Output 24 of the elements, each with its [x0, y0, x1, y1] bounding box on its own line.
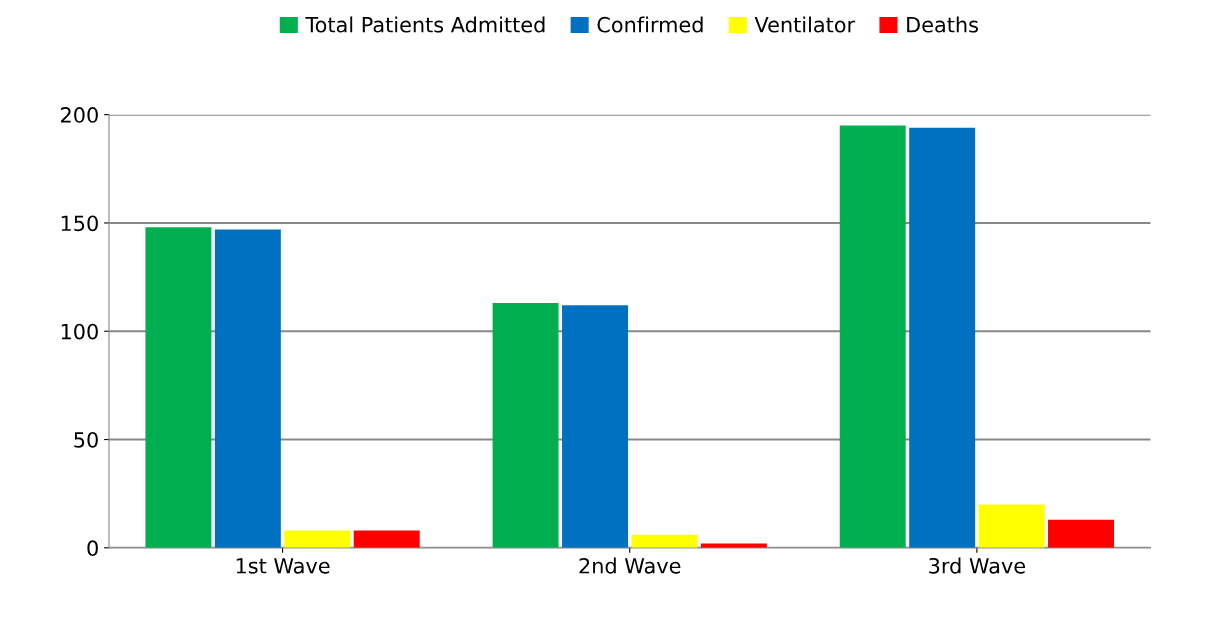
y-tick-label: 0	[87, 540, 98, 557]
bar	[145, 227, 212, 548]
legend-label: Ventilator	[754, 16, 856, 33]
bar	[839, 125, 906, 548]
bar	[909, 127, 976, 548]
bar	[978, 504, 1045, 548]
x-tick-label: 3rd Wave	[929, 557, 1026, 574]
bar	[562, 305, 628, 548]
bar	[492, 303, 559, 548]
y-tick-label: 150	[61, 215, 98, 232]
legend-label: Deaths	[907, 16, 978, 33]
bar	[353, 530, 420, 548]
x-tick-label: 2nd Wave	[579, 557, 681, 574]
y-tick-label: 50	[74, 431, 98, 448]
legend-label: Confirmed	[597, 16, 703, 33]
legend-label: Total Patients Admitted	[305, 16, 545, 33]
x-tick-label: 1st Wave	[236, 558, 330, 574]
y-tick-label: 100	[61, 323, 98, 340]
y-tick-label: 200	[61, 107, 98, 123]
bar	[1048, 519, 1114, 548]
bar	[631, 534, 698, 548]
bar	[700, 543, 767, 548]
bar	[284, 530, 351, 548]
bar	[214, 229, 281, 548]
